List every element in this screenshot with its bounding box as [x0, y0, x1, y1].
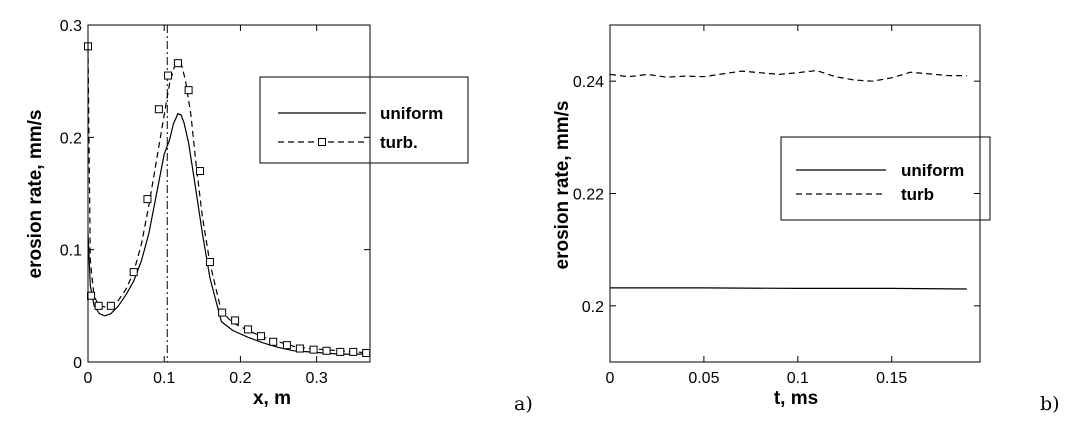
panel-a-y-tick-label: 0.3 — [60, 18, 82, 35]
panel-a-series-marker — [295, 344, 304, 353]
panel-a-series-marker — [349, 347, 358, 356]
panel-a-label: a) — [514, 393, 533, 415]
panel-a-series-marker — [309, 345, 318, 354]
panel-a-x-tick-label: 0 — [84, 370, 93, 387]
panel-a-legend: uniform turb. — [259, 76, 469, 164]
panel-a-series-marker — [184, 86, 193, 95]
panel-a-series-line-1 — [87, 47, 371, 354]
panel-a-series-marker — [205, 258, 214, 267]
panel-a-series-marker — [322, 346, 331, 355]
chart-panel-a: 0 0.1 0.2 0.300.10.20.3 uniform turb. x, m … — [25, 18, 533, 415]
panel-a-x-tick-label: 0.2 — [229, 370, 251, 387]
panel-b-series — [609, 69, 967, 290]
panel-a-x-tick-label: 0.3 — [306, 370, 328, 387]
panel-b-legend-label-uniform: uniform — [901, 161, 964, 180]
panel-a-series-marker — [154, 105, 163, 114]
panel-a-y-tick-label: 0.1 — [60, 243, 82, 260]
panel-a-plot-frame — [87, 24, 371, 363]
panel-a-series-marker — [244, 325, 253, 334]
panel-b-x-tick-label: 0.05 — [688, 370, 719, 387]
panel-a-series-marker — [336, 347, 345, 356]
panel-b-x-tick-label: 0.1 — [787, 370, 809, 387]
panel-a-series-marker — [362, 349, 371, 358]
panel-b-legend-box — [780, 136, 991, 221]
panel-a-series-marker — [218, 308, 227, 317]
panel-a-legend-label-uniform: uniform — [380, 104, 443, 123]
panel-a-legend-marker-turb — [318, 138, 326, 146]
panel-a-series-marker — [94, 301, 103, 310]
panel-a-legend-box — [259, 76, 469, 164]
panel-b-y-tick-label: 0.22 — [573, 187, 604, 204]
panel-a-tick-labels: 0 0.1 0.2 0.3 0 0.1 0.2 0.3 — [60, 18, 370, 387]
panel-a-series-marker — [164, 71, 173, 80]
panel-a-legend-label-turb: turb. — [380, 133, 418, 152]
panel-b-y-axis-label: erosion rate, mm/s — [552, 101, 573, 270]
panel-b-y-tick-label: 0.24 — [573, 74, 604, 91]
panel-b-tick-labels: 0 0.05 0.1 0.15 0.2 0.22 0.24 — [573, 25, 980, 387]
panel-b-series-line-1 — [609, 69, 967, 82]
panel-a-series-marker — [196, 167, 205, 176]
panel-a-series — [84, 42, 371, 358]
panel-a-y-tick-label: 0.2 — [60, 130, 82, 147]
panel-b-legend-label-turb: turb — [901, 185, 934, 204]
panel-b-x-tick-label: 0 — [606, 370, 615, 387]
panel-a-series-marker — [143, 195, 152, 204]
panel-b-label: b) — [1040, 393, 1060, 415]
chart-panel-b: 0 0.05 0.1 0.15 0.2 0.22 0.24 uniform turb t, … — [552, 24, 1060, 415]
panel-b-plot-frame — [609, 24, 981, 363]
panel-a-series-marker — [231, 316, 240, 325]
panel-a-series-line-0 — [87, 112, 370, 355]
panel-a-series-marker — [173, 59, 182, 68]
panel-a-series-marker — [257, 332, 266, 341]
panel-b-x-tick-label: 0.15 — [876, 370, 907, 387]
panel-a-x-axis-label: x, m — [253, 388, 291, 409]
panel-b-legend: uniform turb — [780, 136, 991, 221]
panel-b-x-axis-label: t, ms — [774, 388, 818, 409]
panel-a-series-marker — [129, 268, 138, 277]
panel-a-series-marker — [87, 291, 96, 300]
panel-a-y-axis-label: erosion rate, mm/s — [25, 110, 46, 279]
panel-a-series-marker — [282, 341, 291, 350]
panel-a-y-tick-label: 0 — [73, 355, 82, 372]
panel-a-series-marker — [106, 301, 115, 310]
panel-a-series-marker — [269, 337, 278, 346]
panel-b-series-line-0 — [610, 287, 967, 290]
panel-b-y-tick-label: 0.2 — [582, 299, 604, 316]
panel-a-x-tick-label: 0.1 — [153, 370, 175, 387]
